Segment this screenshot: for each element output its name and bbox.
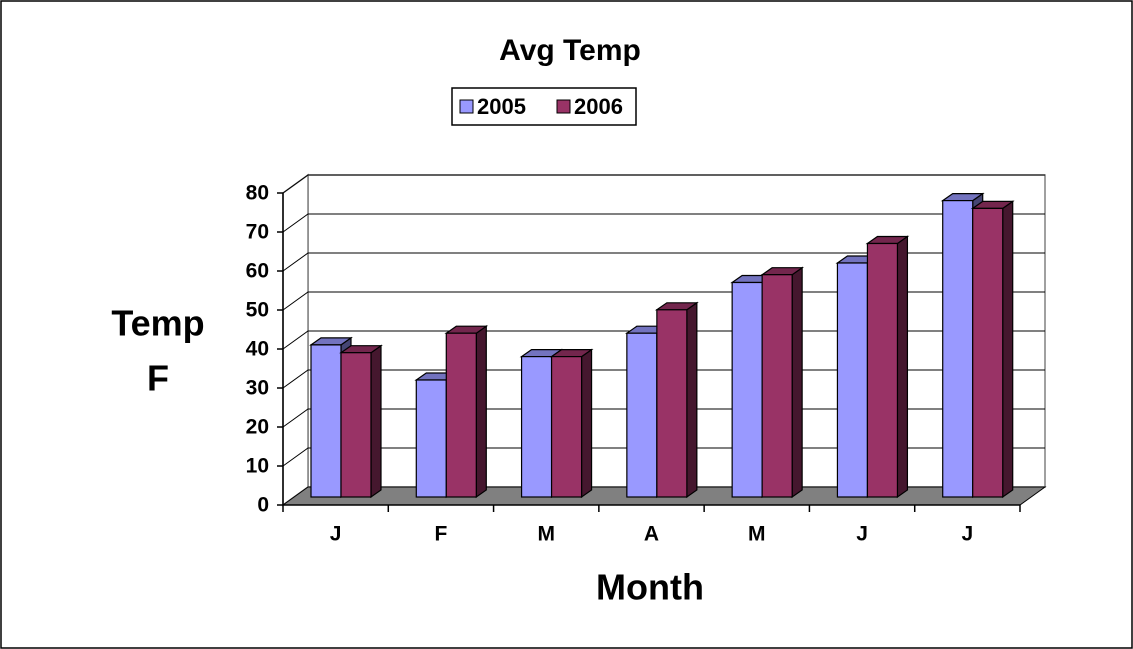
legend-box [451,87,637,126]
bar-side [370,344,382,499]
y-axis-label: Temp [111,303,204,344]
bar [866,242,899,498]
bar [415,379,447,498]
y-tick-label: 60 [246,260,269,283]
x-tick-label: J [962,523,974,546]
bar [942,200,974,498]
x-tick-label: J [856,523,868,546]
x-tick-label: J [330,523,342,546]
y-tick-label: 80 [246,182,269,205]
bar [836,262,869,498]
y-tick-label: 0 [257,494,269,517]
y-tick-label: 50 [246,299,269,322]
bar-side [580,348,593,499]
y-tick-label: 20 [246,416,269,439]
grid-line [282,213,1045,233]
legend-label: 2005 [477,94,526,119]
bar-side [1002,200,1014,499]
y-axis-label: F [147,358,169,399]
x-axis-label: Month [596,567,704,608]
x-tick-label: M [537,523,555,546]
bar-side [896,235,909,499]
y-tick-label: 40 [246,338,269,361]
bar [310,344,342,498]
bar-side [475,325,487,499]
bar [761,274,793,498]
bar [656,309,688,498]
bar-side [686,301,698,499]
x-tick-label: A [644,523,659,546]
y-tick-label: 30 [246,377,269,400]
bar [731,281,763,498]
y-tick-label: 70 [246,221,269,244]
grid-line [282,174,1045,194]
bar [340,352,372,498]
y-tick-label: 10 [246,455,269,478]
bar [972,207,1004,498]
legend-label: 2006 [574,94,623,119]
grid-line [282,252,1045,272]
bar [520,356,553,498]
x-tick-label: F [435,523,448,546]
bar [550,356,583,498]
bar [626,332,658,498]
legend-swatch [556,99,571,114]
legend-swatch [459,99,474,114]
chart-title: Avg Temp [499,34,641,67]
bar [445,332,477,498]
x-tick-label: M [748,523,766,546]
bar-side [791,266,803,499]
